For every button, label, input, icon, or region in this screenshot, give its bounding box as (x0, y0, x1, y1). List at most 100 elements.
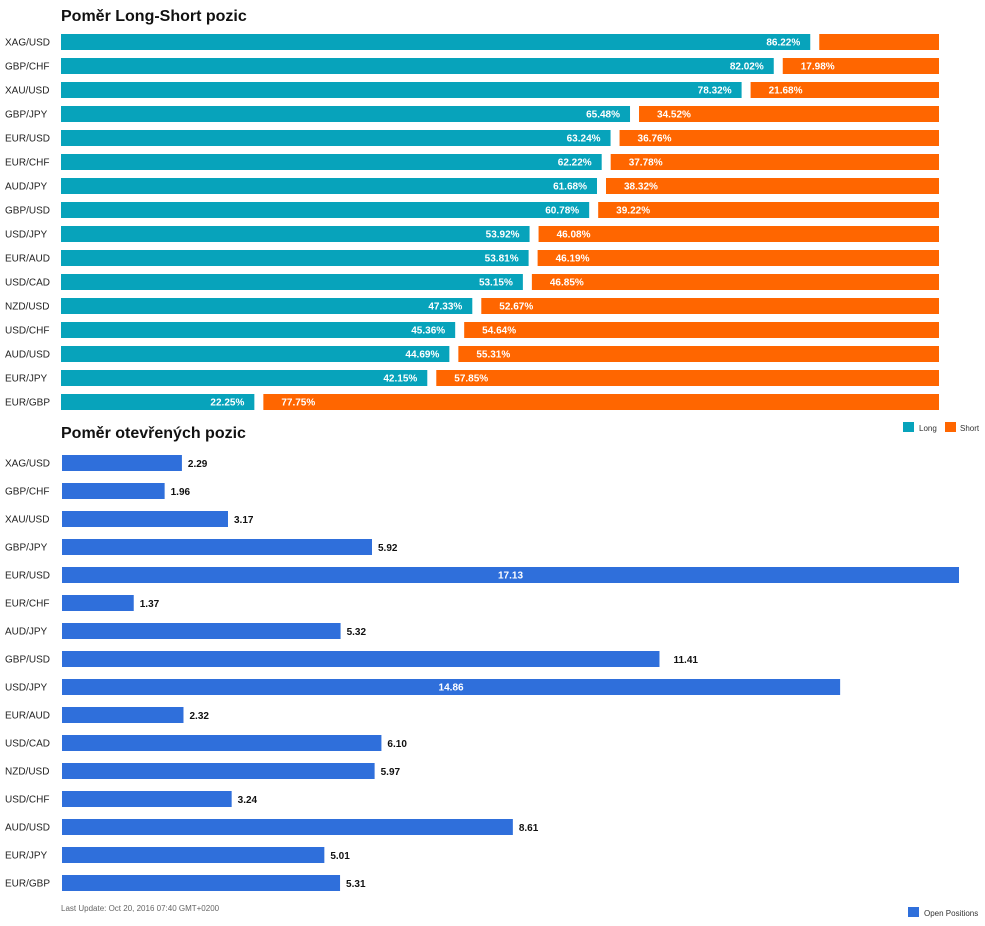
open-positions-value-label: 5.31 (346, 879, 366, 890)
open-positions-value-label: 8.61 (519, 823, 539, 834)
short-bar (464, 322, 939, 338)
long-bar (61, 106, 631, 122)
short-value-label: 17.98% (801, 62, 835, 73)
category-label: GBP/JPY (5, 543, 48, 554)
long-short-chart-title: Poměr Long-Short pozic (61, 8, 247, 25)
open-positions-bar (62, 651, 660, 667)
short-bar (782, 58, 939, 74)
category-label: AUD/JPY (5, 182, 48, 193)
open-positions-bar (62, 539, 372, 555)
long-value-label: 53.15% (479, 278, 513, 289)
short-value-label: 54.64% (482, 326, 516, 337)
long-bar (61, 394, 255, 410)
short-value-label: 52.67% (499, 302, 533, 313)
category-label: EUR/JPY (5, 374, 48, 385)
long-bar (61, 370, 428, 386)
short-bar (537, 250, 939, 266)
category-label: GBP/USD (5, 206, 50, 217)
category-label: USD/JPY (5, 230, 48, 241)
open-positions-bar (62, 847, 325, 863)
category-label: EUR/USD (5, 134, 50, 145)
short-value-label: 36.76% (638, 134, 672, 145)
legend-long-label: Long (919, 424, 937, 433)
long-bar (61, 274, 523, 290)
open-positions-value-label: 2.29 (188, 459, 208, 470)
long-value-label: 47.33% (428, 302, 462, 313)
short-bar (263, 394, 939, 410)
long-bar (61, 322, 456, 338)
short-bar (639, 106, 939, 122)
open-positions-bar (62, 875, 341, 891)
short-bar (750, 82, 939, 98)
legend-short-swatch (945, 422, 956, 432)
short-bar (458, 346, 939, 362)
open-positions-value-label: 17.13 (498, 571, 523, 582)
open-positions-bar (62, 735, 382, 751)
category-label: XAU/USD (5, 86, 49, 97)
long-bar (61, 154, 602, 170)
category-label: NZD/USD (5, 302, 49, 313)
category-label: USD/CAD (5, 739, 50, 750)
short-value-label: 46.85% (550, 278, 584, 289)
open-positions-value-label: 1.37 (140, 599, 160, 610)
category-label: GBP/CHF (5, 62, 49, 73)
category-label: NZD/USD (5, 767, 49, 778)
open-positions-bar (62, 567, 959, 583)
open-positions-bar (62, 819, 513, 835)
category-label: GBP/JPY (5, 110, 48, 121)
open-positions-bar (62, 455, 182, 471)
long-bar (61, 298, 473, 314)
short-value-label: 38.32% (624, 182, 658, 193)
category-label: EUR/GBP (5, 879, 50, 890)
open-positions-bar (62, 511, 228, 527)
short-value-label: 34.52% (657, 110, 691, 121)
long-value-label: 86.22% (766, 38, 800, 49)
legend-open-positions-swatch (908, 907, 919, 917)
open-positions-value-label: 1.96 (171, 487, 191, 498)
short-bar (619, 130, 939, 146)
long-value-label: 60.78% (545, 206, 579, 217)
open-positions-value-label: 5.01 (330, 851, 350, 862)
open-positions-value-label: 11.41 (673, 655, 698, 666)
category-label: GBP/CHF (5, 487, 49, 498)
long-value-label: 61.68% (553, 182, 587, 193)
category-label: EUR/GBP (5, 398, 50, 409)
short-bar (605, 178, 939, 194)
category-label: USD/CHF (5, 795, 49, 806)
short-value-label: 55.31% (476, 350, 510, 361)
long-bar (61, 58, 774, 74)
category-label: EUR/USD (5, 571, 50, 582)
short-bar (531, 274, 939, 290)
long-bar (61, 82, 742, 98)
long-bar (61, 226, 530, 242)
open-positions-value-label: 3.17 (234, 515, 254, 526)
open-positions-bar (62, 763, 375, 779)
open-positions-bar (62, 679, 841, 695)
category-label: AUD/JPY (5, 627, 48, 638)
short-bar (598, 202, 939, 218)
short-bar (436, 370, 939, 386)
open-positions-value-label: 2.32 (189, 711, 209, 722)
short-bar (538, 226, 939, 242)
long-bar (61, 250, 529, 266)
long-value-label: 44.69% (405, 350, 439, 361)
open-positions-value-label: 6.10 (387, 739, 407, 750)
category-label: GBP/USD (5, 655, 50, 666)
long-bar (61, 130, 611, 146)
long-value-label: 78.32% (698, 86, 732, 97)
short-value-label: 39.22% (616, 206, 650, 217)
category-label: XAU/USD (5, 515, 49, 526)
long-value-label: 22.25% (210, 398, 244, 409)
short-value-label: 37.78% (629, 158, 663, 169)
category-label: EUR/CHF (5, 599, 49, 610)
short-bar (610, 154, 939, 170)
last-update-text: Last Update: Oct 20, 2016 07:40 GMT+0200 (61, 904, 220, 913)
category-label: EUR/JPY (5, 851, 48, 862)
open-positions-bar (62, 483, 165, 499)
open-positions-value-label: 5.97 (381, 767, 401, 778)
long-bar (61, 34, 811, 50)
short-value-label: 46.08% (557, 230, 591, 241)
category-label: USD/CHF (5, 326, 49, 337)
category-label: AUD/USD (5, 823, 50, 834)
legend-short-label: Short (960, 424, 980, 433)
